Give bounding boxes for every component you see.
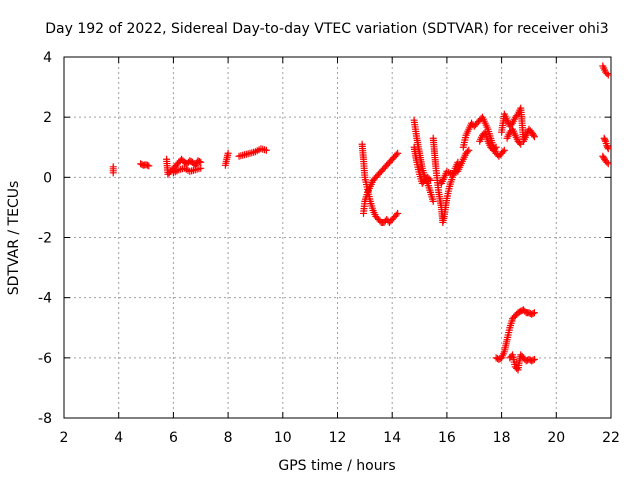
x-tick-label: 16 xyxy=(438,430,456,446)
y-tick-label: 0 xyxy=(43,170,52,186)
x-tick-label: 20 xyxy=(547,430,565,446)
data-point xyxy=(492,143,500,151)
data-point xyxy=(224,149,232,157)
x-tick-labels: 2 4 6 8 10 12 14 16 18 20 22 xyxy=(60,430,620,446)
data-point xyxy=(604,71,612,79)
y-tick-label: -6 xyxy=(38,351,52,367)
x-tick-label: 2 xyxy=(60,430,69,446)
y-tick-label: 2 xyxy=(43,110,52,126)
x-tick-label: 6 xyxy=(169,430,178,446)
data-point xyxy=(601,136,609,144)
data-points xyxy=(109,62,612,374)
data-point xyxy=(530,309,538,317)
data-point xyxy=(392,211,400,219)
data-point xyxy=(463,148,471,156)
data-point xyxy=(603,158,611,166)
data-point xyxy=(604,145,612,153)
data-point xyxy=(491,145,499,153)
y-tick-labels: 4 2 0 -2 -4 -6 -8 xyxy=(38,50,52,427)
data-point xyxy=(529,356,537,364)
data-point xyxy=(394,209,402,217)
data-point xyxy=(530,131,538,139)
y-tick-label: 4 xyxy=(43,50,52,66)
x-axis-label: GPS time / hours xyxy=(278,458,395,474)
data-point xyxy=(530,133,538,141)
data-point xyxy=(529,309,537,317)
y-tick-label: -8 xyxy=(38,411,52,427)
x-tick-label: 18 xyxy=(493,430,511,446)
data-point xyxy=(603,70,611,78)
data-point xyxy=(426,176,434,184)
data-point xyxy=(197,164,205,172)
data-point xyxy=(197,158,205,166)
data-point xyxy=(515,139,523,147)
chart-title: Day 192 of 2022, Sidereal Day-to-day VTE… xyxy=(45,21,608,37)
axis-ticks xyxy=(63,56,612,419)
y-axis-label: SDTVAR / TECUs xyxy=(6,181,22,296)
data-point xyxy=(530,355,538,363)
data-point xyxy=(262,146,270,154)
data-point xyxy=(145,162,153,170)
data-point xyxy=(392,151,400,159)
y-tick-label: -4 xyxy=(38,291,52,307)
data-point xyxy=(500,146,508,154)
data-point xyxy=(600,134,608,142)
x-tick-label: 10 xyxy=(274,430,292,446)
data-point xyxy=(604,160,612,168)
data-point xyxy=(604,143,612,151)
data-point xyxy=(425,175,433,183)
data-point xyxy=(499,148,507,156)
data-point xyxy=(394,149,402,157)
data-point xyxy=(429,197,437,205)
data-point xyxy=(195,158,203,166)
data-point xyxy=(109,169,117,177)
data-point xyxy=(513,112,521,120)
data-point xyxy=(603,142,611,150)
x-tick-label: 12 xyxy=(329,430,347,446)
x-tick-label: 22 xyxy=(602,430,620,446)
data-point xyxy=(465,146,473,154)
x-tick-label: 8 xyxy=(224,430,233,446)
x-tick-label: 4 xyxy=(114,430,123,446)
data-point xyxy=(517,140,525,148)
data-point xyxy=(143,161,151,169)
data-point xyxy=(507,121,515,129)
x-tick-label: 14 xyxy=(383,430,401,446)
y-tick-label: -2 xyxy=(38,231,52,247)
